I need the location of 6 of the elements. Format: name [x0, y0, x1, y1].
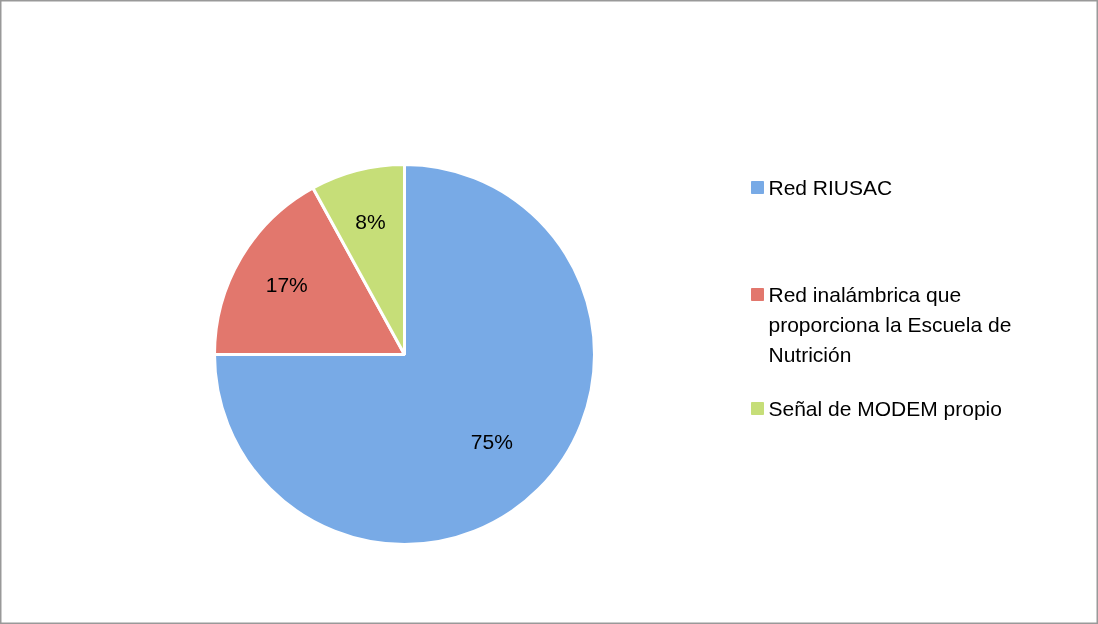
legend-label: Red RIUSAC [768, 176, 893, 199]
data-label: 8% [355, 210, 386, 234]
data-label: 75% [470, 430, 513, 454]
legend-label: Red inalámbrica que proporciona la Escuela de Nutrición [768, 283, 1012, 366]
legend-label: Señal de MODEM propio [768, 397, 1002, 420]
data-label: 17% [265, 273, 308, 297]
